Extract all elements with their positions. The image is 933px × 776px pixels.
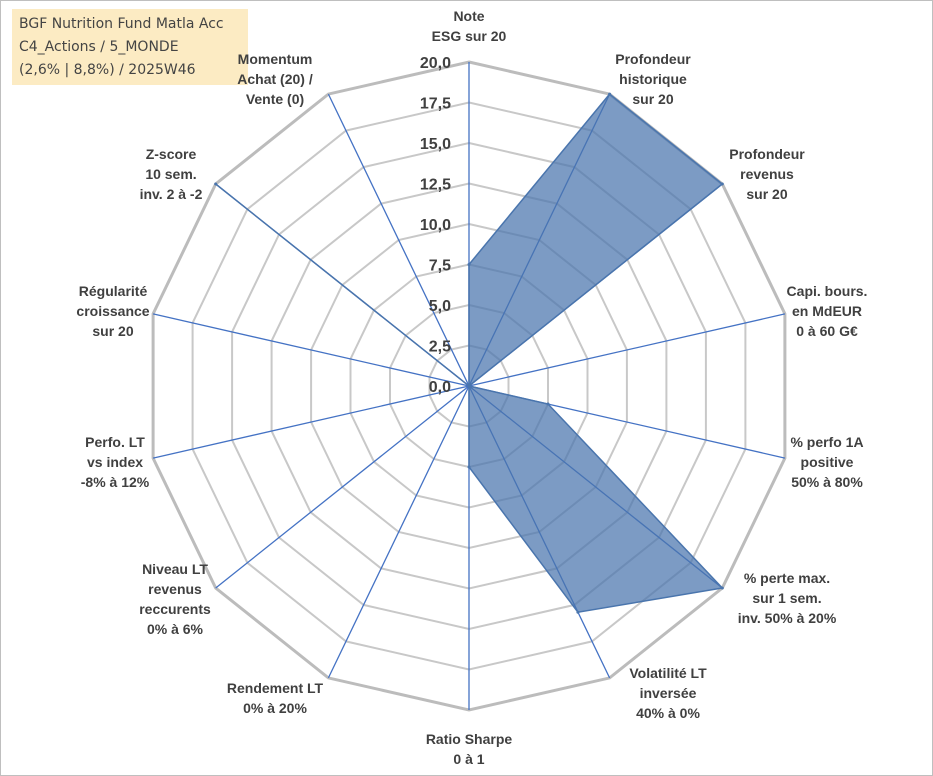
tick-label: 12,5 — [420, 177, 451, 194]
axis-label: Ratio Sharpe 0 à 1 — [379, 729, 559, 769]
radial-tick-labels: 0,0 2,5 5,0 7,5 10,0 12,5 15,0 17,5 20,0 — [420, 55, 451, 396]
axis-label-line: Perfo. LT — [85, 434, 145, 450]
axis-label-line: 40% à 0% — [636, 705, 700, 721]
series-area — [215, 93, 724, 614]
axis-label-line: revenus — [740, 166, 794, 182]
axis-line — [327, 385, 470, 679]
axis-line — [152, 313, 470, 387]
axis-label-line: revenus — [148, 581, 202, 597]
series-point — [546, 402, 550, 406]
axis-label-line: Ratio Sharpe — [425, 731, 513, 747]
axis-label-line: inv. 50% à 20% — [737, 610, 837, 626]
axis-line — [327, 93, 470, 387]
axis-label-line: Z-score — [145, 146, 197, 162]
axis-line — [468, 313, 786, 387]
axis-label-line: Vente (0) — [245, 91, 305, 107]
tick-label: 2,5 — [429, 339, 451, 356]
axis-label-line: croissance — [76, 303, 150, 319]
series-point — [467, 465, 471, 469]
axis-label: Perfo. LT vs index -8% à 12% — [25, 432, 205, 492]
axis-label-line: 0% à 6% — [146, 621, 204, 637]
series-point — [576, 610, 580, 614]
axis-label-line: Volatilité LT — [629, 665, 707, 681]
axis-label: Volatilité LT inversée 40% à 0% — [578, 663, 758, 723]
series-point — [467, 384, 471, 388]
axis-label: Capi. bours. en MdEUR 0 à 60 G€ — [737, 281, 917, 341]
axis-label-line: 0 à 1 — [453, 751, 485, 767]
series-point — [608, 92, 612, 96]
axis-label-line: Momentum — [237, 51, 313, 67]
axis-label-line: 0 à 60 G€ — [796, 323, 858, 339]
fund-category: C4_Actions / 5_MONDE — [19, 39, 179, 55]
axis-label: Rendement LT 0% à 20% — [185, 678, 365, 718]
axis-label-line: 50% à 80% — [791, 474, 863, 490]
axis-label: Profondeur revenus sur 20 — [677, 144, 857, 204]
axis-line — [152, 385, 470, 459]
axis-label-line: Profondeur — [615, 51, 691, 67]
axis-line — [215, 385, 470, 589]
axis-label: Niveau LT revenus reccurents 0% à 6% — [85, 559, 265, 639]
axis-label-line: Rendement LT — [226, 680, 324, 696]
axis-label-line: Niveau LT — [142, 561, 208, 577]
axis-label-line: historique — [619, 71, 687, 87]
axis-label: Note ESG sur 20 — [379, 6, 559, 46]
tick-label: 20,0 — [420, 55, 451, 72]
axis-label-line: sur 1 sem. — [752, 590, 822, 606]
series-point — [720, 586, 724, 590]
axis-label: Z-score 10 sem. inv. 2 à -2 — [81, 144, 261, 204]
axis-label-line: Régularité — [78, 283, 148, 299]
tick-label: 7,5 — [429, 258, 451, 275]
axis-label-line: 0% à 20% — [243, 700, 307, 716]
axis-label-line: sur 20 — [632, 91, 674, 107]
series-point — [467, 263, 471, 266]
axis-label-line: 10 sem. — [145, 166, 197, 182]
tick-label: 5,0 — [429, 298, 451, 315]
axis-label: Momentum Achat (20) / Vente (0) — [185, 49, 365, 109]
axis-label-line: positive — [800, 454, 854, 470]
fund-stats: (2,6% | 8,8%) / 2025W46 — [19, 62, 196, 78]
axis-label-line: sur 20 — [92, 323, 134, 339]
axis-label-line: vs index — [86, 454, 144, 470]
fund-name: BGF Nutrition Fund Matla Acc — [19, 16, 224, 32]
axis-label-line: Capi. bours. — [786, 283, 868, 299]
tick-label: 17,5 — [420, 96, 451, 113]
axis-label-line: inv. 2 à -2 — [139, 186, 203, 202]
axis-label-line: % perte max. — [743, 570, 831, 586]
series-point — [214, 182, 218, 186]
axis-label-line: ESG sur 20 — [431, 28, 507, 44]
axis-label-line: sur 20 — [746, 186, 788, 202]
tick-label: 10,0 — [420, 217, 451, 234]
axis-label-line: inversée — [639, 685, 697, 701]
radar-series — [214, 92, 724, 614]
axis-label-line: en MdEUR — [792, 303, 862, 319]
axis-label-line: Profondeur — [729, 146, 805, 162]
fund-info-box: BGF Nutrition Fund Matla Acc C4_Actions … — [12, 9, 248, 85]
axis-label: % perte max. sur 1 sem. inv. 50% à 20% — [697, 568, 877, 628]
axis-label-line: Note — [453, 8, 485, 24]
axis-label-line: % perfo 1A — [790, 434, 864, 450]
axis-label-line: reccurents — [139, 601, 211, 617]
tick-label: 0,0 — [429, 379, 451, 396]
axis-label: % perfo 1A positive 50% à 80% — [737, 432, 917, 492]
axis-label-line: Achat (20) / — [237, 71, 313, 87]
axis-label: Profondeur historique sur 20 — [563, 49, 743, 109]
axis-label-line: -8% à 12% — [80, 474, 150, 490]
tick-label: 15,0 — [420, 136, 451, 153]
axis-label: Régularité croissance sur 20 — [23, 281, 203, 341]
series-point — [720, 182, 724, 186]
